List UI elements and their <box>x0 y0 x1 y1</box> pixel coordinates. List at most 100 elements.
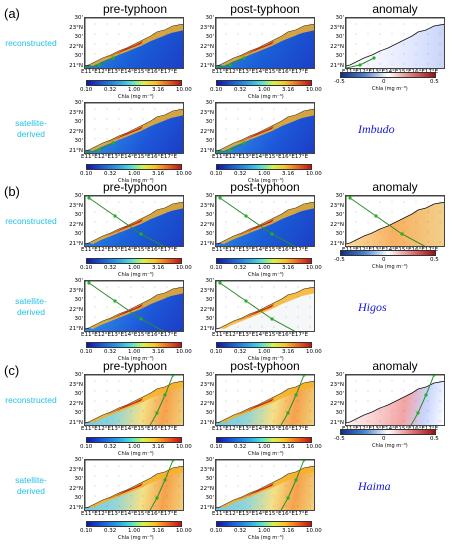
colorbar-tick: 0.32 <box>234 349 247 355</box>
map-panel <box>215 102 315 154</box>
colorbar-tick: 0.32 <box>234 265 247 271</box>
lat-tick: 30' <box>74 212 83 218</box>
lat-tick: 22°N <box>200 306 214 313</box>
colorbar-tick: 3.16 <box>152 349 165 355</box>
chla-colorbar <box>86 258 182 264</box>
coastline-map <box>346 18 444 67</box>
typhoon-track <box>216 56 246 68</box>
colorbar-tick: 0.32 <box>104 87 117 93</box>
colorbar-tick: 1.00 <box>258 171 271 177</box>
lat-tick: 21°N <box>69 147 83 154</box>
lat-tick: 22°N <box>69 221 83 228</box>
colorbar-tick: 1.00 <box>128 528 141 534</box>
lat-tick: 23°N <box>200 287 214 294</box>
colorbar-tick: 10.00 <box>306 349 322 355</box>
lat-tick: 30' <box>205 138 214 144</box>
lat-tick: 30' <box>335 372 344 378</box>
lat-tick: 23°N <box>69 287 83 294</box>
column-title-post: post-typhoon <box>230 2 300 16</box>
colorbar-tick: 0 <box>382 79 386 85</box>
column-title-anomaly: anomaly <box>372 2 418 16</box>
typhoon-track <box>218 281 296 331</box>
colorbar-tick: 10.00 <box>176 349 192 355</box>
colorbar-tick: 1.00 <box>128 171 141 177</box>
colorbar-tick: 0.32 <box>234 528 247 534</box>
typhoon-track <box>149 460 175 510</box>
colorbar-tick: 3.16 <box>152 444 165 450</box>
lat-tick: 30' <box>205 231 214 237</box>
lon-ticks: E11°E12°E13°E14°E15°E16°E17°E <box>212 426 309 432</box>
lat-tick: 30' <box>205 212 214 218</box>
colorbar-label: Chla (mg m⁻³) <box>118 356 154 362</box>
colorbar-tick: 3.16 <box>282 171 295 177</box>
lat-tick: 30' <box>205 495 214 501</box>
map-panel <box>215 17 315 69</box>
colorbar-tick: 0.32 <box>104 528 117 534</box>
anomaly-colorbar <box>340 250 436 256</box>
lat-tick: 30' <box>205 316 214 322</box>
chla-colorbar <box>86 164 182 170</box>
row-label-satellite: satellite- derived <box>15 296 47 317</box>
lon-ticks: E11°E12°E13°E14°E15°E16°E17°E <box>212 332 309 338</box>
coastline-map <box>216 103 314 152</box>
map-panel <box>84 102 184 154</box>
column-title-pre: pre-typhoon <box>102 359 168 373</box>
colorbar-tick: 0.5 <box>430 257 439 263</box>
colorbar-tick: 10.00 <box>176 528 192 534</box>
colorbar-tick: 3.16 <box>282 87 295 93</box>
lat-tick: 30' <box>74 138 83 144</box>
colorbar-tick: 0.10 <box>80 171 93 177</box>
lat-tick: 22°N <box>200 128 214 135</box>
colorbar-tick: 10.00 <box>176 87 192 93</box>
panel-letter: (a) <box>4 6 20 21</box>
lat-tick: 30' <box>205 391 214 397</box>
colorbar-tick: 0.32 <box>104 349 117 355</box>
lat-tick: 23°N <box>69 109 83 116</box>
lon-ticks: E11°E12°E13°E14°E15°E16°E17°E <box>212 154 309 160</box>
lat-tick: 30' <box>205 476 214 482</box>
lat-tick: 30' <box>74 193 83 199</box>
lat-tick: 30' <box>205 119 214 125</box>
coastline-map <box>216 196 314 245</box>
colorbar-tick: 1.00 <box>128 444 141 450</box>
lat-tick: 30' <box>205 15 214 21</box>
lat-tick: 30' <box>205 372 214 378</box>
lat-tick: 21°N <box>200 419 214 426</box>
map-panel <box>215 280 315 332</box>
lat-tick: 21°N <box>69 504 83 511</box>
lat-tick: 21°N <box>330 62 344 69</box>
colorbar-tick: 1.00 <box>128 87 141 93</box>
lat-tick: 30' <box>74 372 83 378</box>
coastline-map <box>216 281 314 330</box>
lat-tick: 23°N <box>69 24 83 31</box>
lat-tick: 21°N <box>69 419 83 426</box>
colorbar-tick: 3.16 <box>282 528 295 534</box>
colorbar-tick: 3.16 <box>152 171 165 177</box>
lat-tick: 22°N <box>69 43 83 50</box>
colorbar-tick: 0.32 <box>234 171 247 177</box>
lon-ticks: E11°E12°E13°E14°E15°E16°E17°E <box>212 69 309 75</box>
lat-tick: 23°N <box>200 466 214 473</box>
lat-tick: 21°N <box>200 147 214 154</box>
colorbar-label: Chla (mg m⁻³) <box>118 451 154 457</box>
lat-tick: 21°N <box>200 504 214 511</box>
lat-tick: 30' <box>335 410 344 416</box>
colorbar-label: Chla (mg m⁻³) <box>118 178 154 184</box>
colorbar-tick: 0.10 <box>80 265 93 271</box>
lat-tick: 30' <box>205 278 214 284</box>
colorbar-tick: 0.10 <box>210 87 223 93</box>
lat-tick: 23°N <box>330 202 344 209</box>
map-panel <box>84 374 184 426</box>
colorbar-tick: 0.5 <box>430 436 439 442</box>
colorbar-tick: 1.00 <box>128 349 141 355</box>
colorbar-label: Chla (mg m⁻³) <box>118 535 154 541</box>
lat-tick: 30' <box>205 457 214 463</box>
colorbar-tick: 0.10 <box>80 444 93 450</box>
lat-tick: 22°N <box>200 43 214 50</box>
colorbar-label: Chla (mg m⁻³) <box>248 178 284 184</box>
lat-tick: 21°N <box>69 325 83 332</box>
typhoon-track <box>348 196 426 246</box>
lat-tick: 22°N <box>69 306 83 313</box>
column-title-pre: pre-typhoon <box>102 2 168 16</box>
colorbar-tick: -0.5 <box>334 257 345 263</box>
